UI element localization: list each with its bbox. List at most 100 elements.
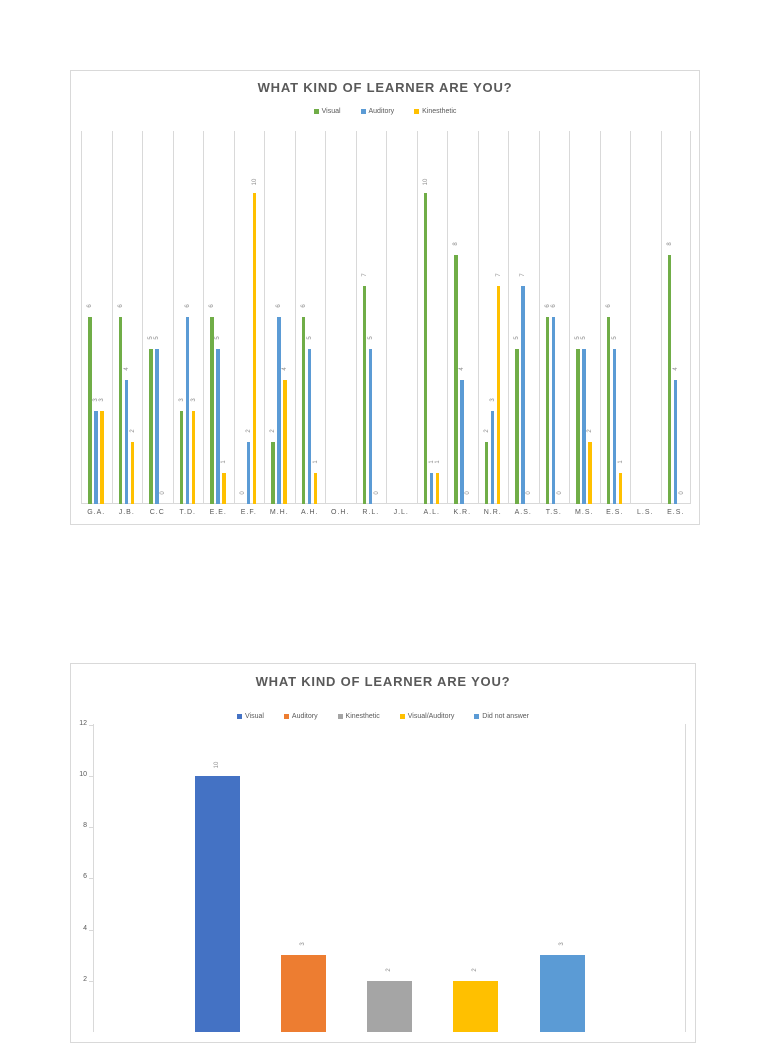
data-label: 3	[99, 398, 106, 402]
data-label: 5	[306, 335, 313, 340]
category-column	[416, 131, 448, 504]
bar-kinesthetic	[252, 193, 257, 504]
legend-swatch-kinesthetic	[414, 108, 420, 114]
bar-kinesthetic	[283, 379, 287, 504]
bar-visual	[545, 317, 549, 504]
bar-auditory	[216, 348, 220, 504]
legend-label: Did not answer	[482, 713, 529, 720]
category-column	[630, 131, 661, 504]
data-label: 6	[276, 304, 283, 309]
x-axis-label: K.R.	[453, 509, 472, 516]
bar-visual	[454, 255, 458, 504]
legend-item-did-not-answer: Did not answer	[474, 713, 529, 720]
data-label: 3	[489, 398, 496, 402]
y-axis-tick-label: 12	[79, 719, 87, 727]
data-label: 5	[154, 335, 161, 340]
bar-auditory	[246, 441, 251, 504]
chart2-plot-area: 12 10 8 6 4 2 10 3 2 2 3	[79, 720, 686, 1032]
chart1-title: WHAT KIND OF LEARNER ARE YOU?	[257, 80, 513, 95]
bar-visual	[362, 286, 366, 504]
legend-item-visual-auditory: Visual/Auditory	[399, 713, 455, 720]
data-label: 0	[239, 491, 246, 495]
bar-kinesthetic	[222, 472, 226, 504]
data-label: 5	[611, 335, 618, 340]
data-label: 6	[544, 304, 551, 309]
legend-swatch-visual-auditory	[399, 713, 405, 719]
data-label: 6	[605, 304, 612, 309]
chart1-plot-area: G.A. 6 3 3 J.B. 6 4 2 C.C 5 5 0 T.D. 3 6 3 E.E. 6 5 1 E.F. 0 2…	[81, 131, 691, 516]
legend-label: Kinesthetic	[422, 108, 457, 115]
data-label: 6	[209, 304, 215, 309]
data-label: 0	[678, 491, 685, 495]
legend-item-kinesthetic: Kinesthetic	[337, 713, 380, 720]
bar-auditory	[582, 348, 586, 504]
category-column	[142, 131, 173, 504]
bar-kinesthetic	[191, 410, 196, 504]
y-axis-tick-label: 6	[83, 873, 87, 881]
x-axis-label: E.S.	[606, 509, 624, 516]
legend-label: Visual/Auditory	[407, 713, 455, 720]
category-column	[172, 131, 204, 504]
y-axis-tick-label: 2	[83, 975, 87, 983]
legend-item-auditory: Auditory	[283, 713, 318, 720]
data-label: 2	[129, 429, 136, 433]
x-axis-label: T.S.	[545, 509, 562, 516]
x-axis-label: J.L.	[393, 509, 409, 516]
data-label: 10	[422, 178, 429, 186]
bar-kinesthetic	[588, 441, 592, 504]
y-axis-tick	[89, 724, 93, 726]
x-axis-label: C.C	[149, 509, 165, 516]
x-axis-label: M.S.	[575, 509, 594, 516]
x-axis-label: A.H.	[300, 509, 319, 516]
legend-label: Visual	[245, 713, 264, 720]
data-label: 2	[483, 429, 490, 433]
bar-auditory	[94, 410, 98, 504]
bar-visual	[301, 317, 305, 504]
chart2-title: WHAT KIND OF LEARNER ARE YOU?	[255, 674, 511, 689]
bar-auditory	[490, 410, 495, 504]
category-column	[569, 131, 600, 504]
bar-kinesthetic	[100, 410, 104, 504]
y-axis-tick	[89, 980, 93, 982]
legend-item-visual: Visual	[313, 108, 341, 115]
y-axis-tick-label: 10	[79, 771, 87, 778]
data-label: 0	[160, 491, 167, 495]
data-label: 5	[581, 335, 588, 340]
bar-auditory	[281, 955, 326, 1032]
data-label: 1	[221, 460, 228, 464]
bar-visual-auditory	[453, 980, 498, 1032]
bar-visual	[484, 441, 488, 504]
legend-swatch-visual	[237, 713, 242, 719]
category-column	[355, 131, 387, 504]
data-label: 7	[361, 273, 368, 277]
bar-auditory	[277, 317, 281, 504]
data-label: 1	[428, 460, 435, 464]
x-axis-label: G.A.	[87, 509, 106, 516]
category-column	[660, 131, 691, 504]
legend-swatch-auditory	[283, 713, 289, 719]
data-label: 4	[672, 366, 679, 371]
x-axis-label: A.L.	[423, 509, 440, 516]
legend-swatch-visual	[313, 108, 319, 114]
data-label: 3	[178, 398, 185, 402]
x-axis-label: L.S.	[637, 509, 654, 516]
category-column	[111, 131, 143, 504]
bar-auditory	[429, 472, 434, 504]
legend-label: Visual	[321, 108, 341, 115]
category-column	[203, 131, 234, 504]
bar-visual	[271, 441, 275, 504]
legend-label: Auditory	[368, 108, 395, 115]
bar-auditory	[307, 348, 312, 504]
category-column	[538, 131, 570, 504]
data-label: 4	[123, 366, 130, 371]
data-label: 0	[556, 491, 563, 495]
category-column	[294, 131, 326, 504]
data-label: 10	[251, 178, 258, 186]
data-label: 2	[245, 429, 252, 433]
data-label: 0	[465, 491, 472, 495]
bar-visual	[515, 348, 519, 504]
data-label: 3	[190, 398, 197, 402]
data-label: 5	[367, 335, 374, 340]
data-label: 2	[270, 429, 276, 433]
bar-visual	[88, 317, 92, 504]
